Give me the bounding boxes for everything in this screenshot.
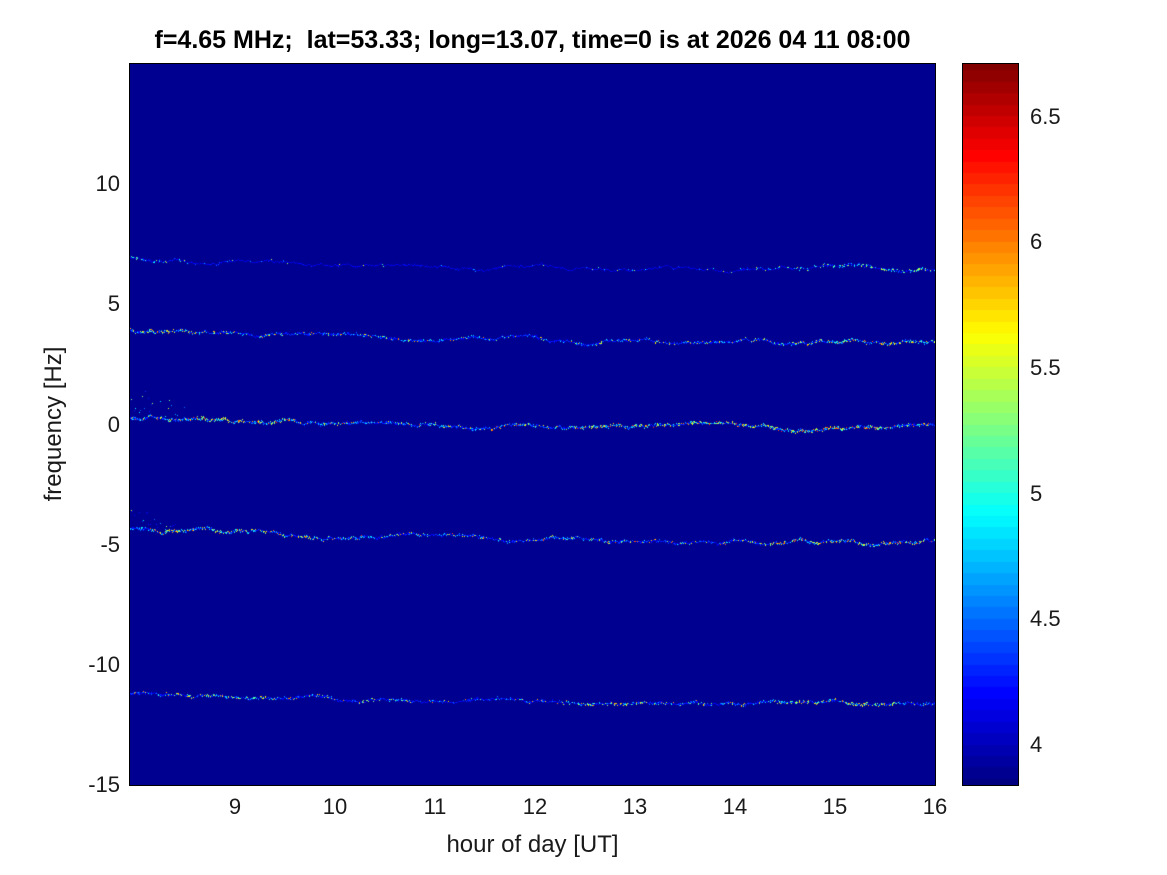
x-tick-label: 14 — [722, 794, 748, 819]
x-tick-label: 16 — [922, 794, 948, 819]
colorbar-tick-label: 5.5 — [1030, 354, 1061, 380]
colorbar-gradient — [963, 64, 1018, 785]
x-tick-label: 12 — [522, 794, 548, 819]
y-tick-label: 5 — [107, 291, 120, 317]
y-tick-label: 0 — [107, 411, 120, 437]
colorbar-tick-label: 4 — [1030, 731, 1043, 757]
x-tick-label: 15 — [822, 794, 848, 819]
x-tick-label: 10 — [322, 794, 348, 819]
colorbar-tick-label: 4.5 — [1030, 606, 1061, 632]
colorbar-tick-label: 6.5 — [1030, 103, 1061, 129]
y-tick-label: -5 — [100, 531, 120, 557]
x-axis-label: hour of day [UT] — [446, 831, 619, 858]
y-tick-label: -10 — [88, 651, 120, 677]
colorbar-tick-label: 6 — [1030, 229, 1043, 255]
spectrogram-heatmap — [130, 64, 935, 785]
x-tick-label: 9 — [228, 794, 242, 819]
colorbar-tick-label: 5 — [1030, 480, 1043, 506]
plot-area — [129, 63, 936, 786]
y-tick-label: -15 — [88, 772, 120, 797]
colorbar — [962, 63, 1019, 786]
y-tick-label: 10 — [95, 171, 120, 197]
x-tick-label: 11 — [423, 794, 447, 819]
chart-title: f=4.65 MHz; lat=53.33; long=13.07, time=… — [154, 26, 911, 54]
x-tick-label: 13 — [622, 794, 648, 819]
